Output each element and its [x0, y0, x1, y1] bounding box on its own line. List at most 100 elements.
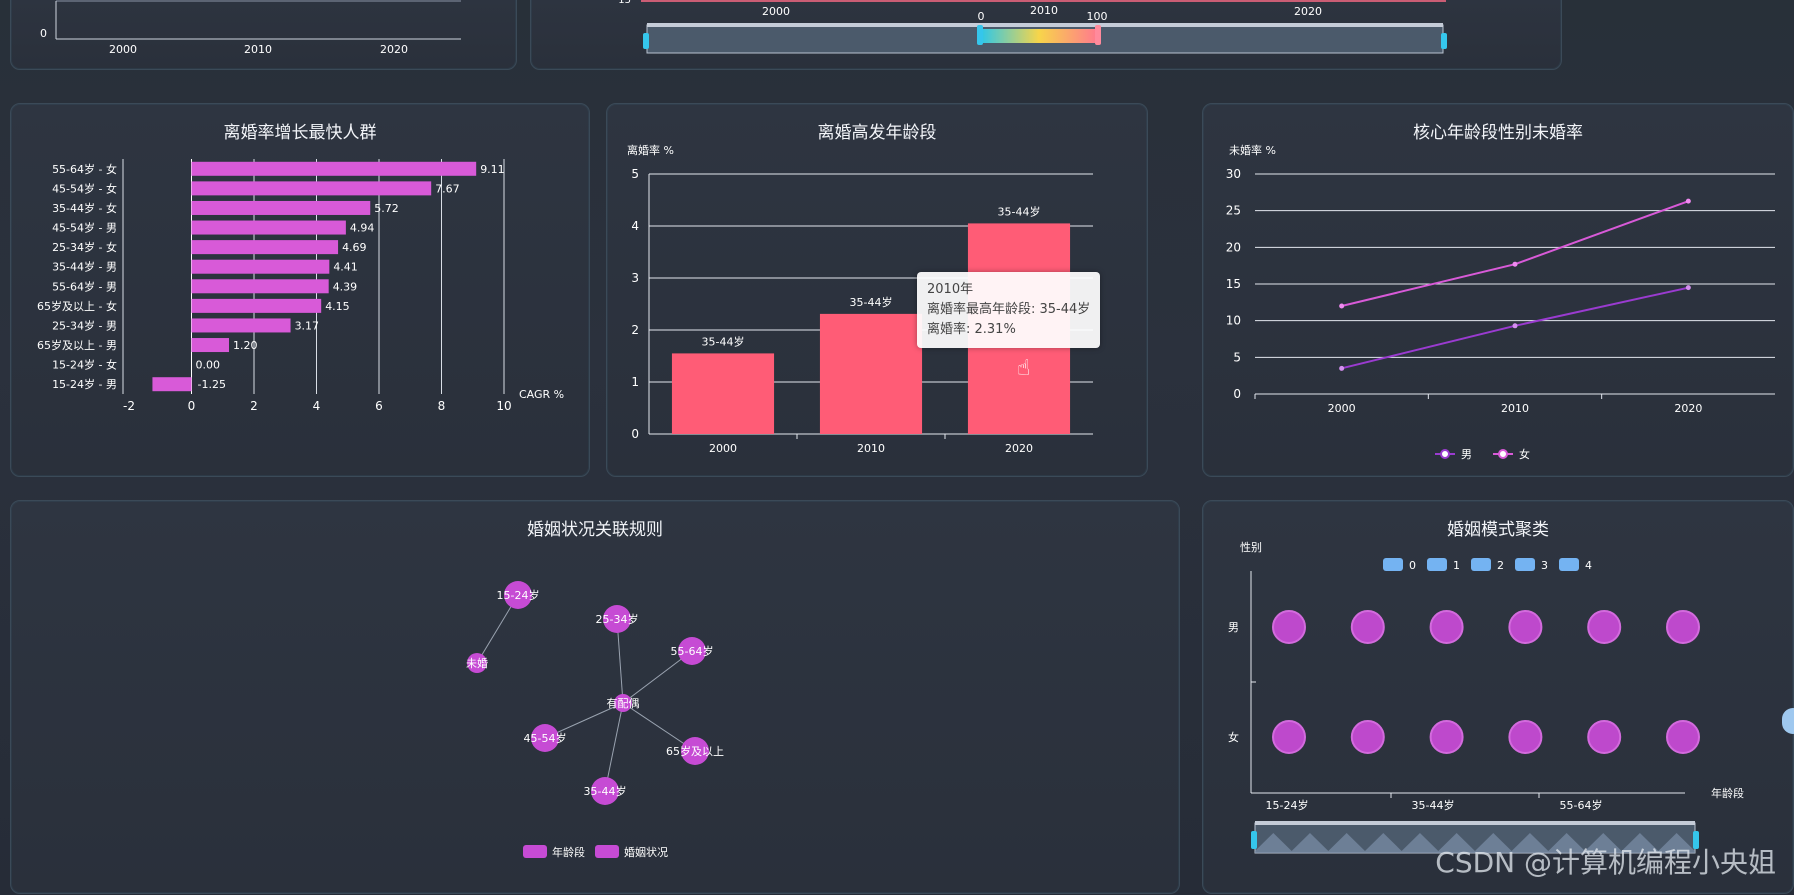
- zoom-slider-handle-left[interactable]: [977, 25, 983, 45]
- line-y-tick: 30: [1226, 167, 1241, 181]
- growth-category-label: 35-44岁 - 女: [52, 201, 117, 215]
- growth-bar: [191, 240, 339, 255]
- cluster-point: [1272, 610, 1306, 644]
- growth-category-label: 65岁及以上 - 男: [37, 338, 117, 352]
- cluster-x-label: 年龄段: [1711, 786, 1744, 800]
- hand-cursor-icon: ☝: [1017, 356, 1031, 381]
- cluster-y-tick: 男: [1228, 621, 1239, 634]
- line-point: [1512, 261, 1518, 267]
- graph-legend-label: 婚姻状况: [624, 845, 668, 859]
- line-series-1: [1341, 200, 1689, 307]
- growth-value-label: 4.41: [333, 261, 358, 274]
- graph-node-label: 45-54岁: [524, 731, 567, 745]
- growth-bar: [191, 298, 322, 313]
- growth-category-label: 25-34岁 - 男: [52, 318, 117, 332]
- zoom-slider-end-left[interactable]: [643, 33, 649, 49]
- growth-x-tick: 8: [438, 399, 446, 413]
- cluster-point: [1429, 720, 1464, 754]
- zoom-label-start: 0: [978, 10, 985, 23]
- cluster-point: [1508, 610, 1543, 644]
- growth-category-label: 35-44岁 - 男: [52, 260, 117, 274]
- growth-value-label: 4.15: [325, 300, 350, 313]
- peak-bar: [819, 313, 923, 434]
- tooltip-year: 2010年: [927, 282, 974, 297]
- cluster-legend-swatch: [1471, 558, 1491, 571]
- growth-x-tick: 2: [250, 399, 258, 413]
- growth-value-label: 0.00: [196, 359, 221, 372]
- top-middle-xtick: 2000: [762, 5, 790, 18]
- peak-y-tick: 5: [631, 167, 639, 181]
- graph-node-label: 未婚: [466, 656, 488, 670]
- cluster-point: [1350, 610, 1385, 644]
- cluster-legend-label: 1: [1453, 559, 1460, 572]
- graph-link: [622, 702, 696, 752]
- growth-bar: [191, 161, 477, 176]
- growth-category-label: 25-34岁 - 女: [52, 240, 117, 254]
- zoom-slider-handle-right[interactable]: [1095, 25, 1101, 45]
- top-middle-xtick: 2020: [1294, 5, 1322, 18]
- cluster-legend-swatch: [1515, 558, 1535, 571]
- rules-panel: 婚姻状况关联规则 15-24岁 未婚 25-34岁 55-64岁 有配偶 45-54岁 65…: [10, 500, 1180, 894]
- peak-age-title: 离婚高发年龄段: [817, 123, 937, 143]
- unmarried-title: 核心年龄段性别未婚率: [1413, 123, 1583, 143]
- growth-category-label: 45-54岁 - 女: [52, 181, 117, 195]
- line-y-label: 未婚率 %: [1229, 143, 1276, 157]
- line-x-tick: 2020: [1674, 402, 1702, 415]
- tooltip-age: 离婚率最高年龄段: 35-44岁: [927, 302, 1091, 317]
- cluster-x-tick: 35-44岁: [1412, 798, 1455, 812]
- cluster-zoom-handle-left: [1251, 831, 1257, 849]
- cluster-zoom-top-bar: [1255, 821, 1695, 825]
- top-left-panel: 0 2000 2010 2020: [10, 0, 517, 70]
- line-legend-label: 女: [1519, 447, 1530, 461]
- cluster-point: [1587, 720, 1622, 754]
- growth-category-label: 55-64岁 - 女: [52, 162, 117, 176]
- graph-legend-label: 年龄段: [552, 845, 585, 859]
- graph-node-label: 55-64岁: [671, 644, 714, 658]
- watermark: CSDN @计算机编程小央姐: [1435, 846, 1776, 879]
- cluster-y-tick: 女: [1228, 730, 1239, 744]
- graph-link: [604, 702, 624, 792]
- graph-node: [591, 777, 619, 805]
- side-scroll-handle[interactable]: [1782, 708, 1794, 734]
- line-y-tick: 5: [1233, 350, 1241, 364]
- peak-y-tick: 3: [631, 271, 639, 285]
- peak-bar: [671, 353, 775, 434]
- peak-y-tick: 1: [631, 375, 639, 389]
- line-legend-label: 男: [1461, 448, 1472, 461]
- growth-category-label: 65岁及以上 - 女: [37, 299, 117, 313]
- line-point: [1685, 198, 1691, 204]
- growth-chart: -2 0 2 4 6 8 10 CAGR % 55-64岁 - 女 9.11 45-54岁 - 女 7…: [37, 159, 564, 413]
- zoom-slider-selection[interactable]: [981, 29, 1097, 43]
- peak-age-tooltip: 2010年 离婚率最高年龄段: 35-44岁 离婚率: 2.31%: [917, 272, 1101, 348]
- growth-value-label: 3.17: [295, 319, 320, 332]
- growth-bar: [191, 220, 346, 235]
- cluster-point: [1272, 720, 1306, 754]
- growth-category-label: 45-54岁 - 男: [52, 221, 117, 235]
- graph-node-label: 35-44岁: [584, 784, 627, 798]
- cluster-legend-label: 3: [1541, 559, 1548, 572]
- zoom-slider-end-right[interactable]: [1441, 33, 1447, 49]
- line-legend-marker: [1498, 449, 1508, 459]
- top-left-xtick: 2010: [244, 43, 272, 56]
- growth-panel: 离婚率增长最快人群 -2 0 2 4 6 8 10 CAGR % 55-64岁 - 女 9.11 4…: [10, 103, 590, 477]
- peak-x-tick: 2020: [1005, 442, 1033, 455]
- cluster-x-tick: 55-64岁: [1560, 798, 1603, 812]
- growth-value-label: 4.94: [350, 222, 375, 235]
- line-y-tick: 15: [1226, 277, 1241, 291]
- zoom-label-end: 100: [1087, 10, 1108, 23]
- cluster-legend-swatch: [1383, 558, 1403, 571]
- top-middle-chart: 15 2000 2010 2020 0 100: [618, 0, 1447, 54]
- peak-y-label: 离婚率 %: [627, 143, 674, 157]
- cluster-panel: 婚姻模式聚类 性别 年龄段 男女 15-24岁 35-44岁 55-64岁 0 1 2 3 4: [1202, 500, 1794, 894]
- line-point: [1685, 285, 1691, 291]
- graph-node: [467, 653, 487, 673]
- cluster-point: [1587, 610, 1622, 644]
- growth-category-label: 15-24岁 - 女: [52, 358, 117, 372]
- peak-y-tick: 4: [631, 219, 639, 233]
- peak-age-panel: 离婚高发年龄段 离婚率 % 0 1 2 3 4 5 35-44岁 2000 35-44岁 2010 3…: [606, 103, 1148, 477]
- line-x-tick: 2010: [1501, 402, 1529, 415]
- top-left-ytick: 0: [40, 27, 47, 40]
- growth-x-tick: -2: [123, 399, 135, 413]
